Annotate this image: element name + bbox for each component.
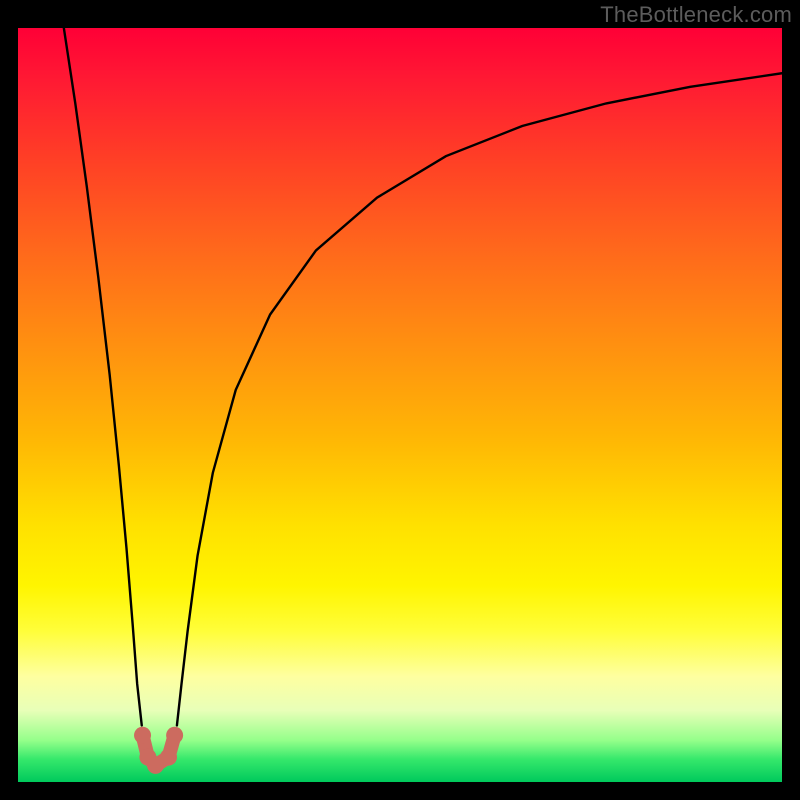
- dip-marker: [166, 727, 183, 744]
- dip-marker: [160, 749, 177, 766]
- curve-layer: [18, 28, 782, 782]
- dip-marker: [134, 727, 151, 744]
- watermark-text: TheBottleneck.com: [600, 2, 792, 28]
- curve-right-branch: [177, 73, 782, 725]
- curve-left-branch: [64, 28, 142, 725]
- plot-area: [18, 28, 782, 782]
- figure-root: TheBottleneck.com: [0, 0, 800, 800]
